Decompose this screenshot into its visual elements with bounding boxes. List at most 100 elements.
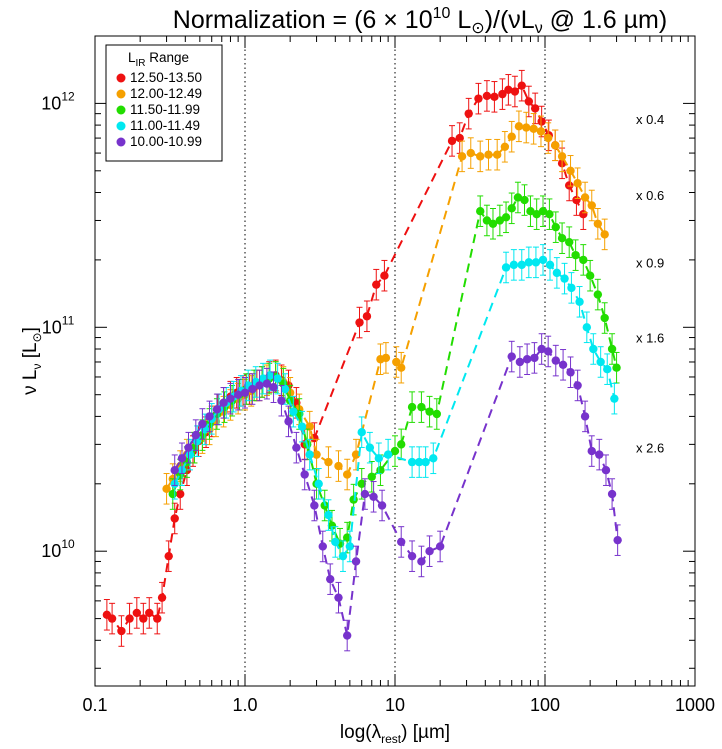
data-point [538, 255, 548, 265]
x-tick-label: 10 [385, 695, 405, 715]
data-point [457, 152, 467, 161]
legend-items: 12.50-13.5012.00-12.4911.50-11.9911.00-1… [116, 70, 202, 149]
title-part-pre: Normalization = (6 × 10 [173, 6, 433, 34]
x-tick-label: 1000 [675, 695, 715, 715]
data-point [365, 443, 375, 452]
legend-label: 11.50-11.99 [130, 102, 200, 117]
data-point [262, 379, 272, 388]
y-tick-label: 1010 [41, 537, 75, 561]
data-point [552, 268, 562, 278]
data-point [170, 466, 179, 475]
data-point [324, 457, 333, 467]
data-point [162, 484, 171, 493]
data-point [607, 344, 617, 354]
data-point [383, 450, 393, 459]
title-part-nu: ν [535, 20, 543, 37]
title-part-exp: 10 [433, 5, 451, 22]
legend-marker [116, 73, 126, 83]
series-line [165, 125, 606, 490]
data-point [107, 614, 117, 623]
data-point [184, 443, 193, 452]
data-point [482, 91, 492, 101]
data-point [585, 271, 595, 280]
data-point [334, 593, 343, 602]
data-point [297, 422, 307, 431]
ylabel-pre: ν L [20, 370, 41, 395]
data-point [572, 195, 581, 205]
data-point [589, 344, 598, 354]
data-point [524, 258, 534, 267]
data-point [507, 352, 516, 361]
data-point [139, 614, 148, 623]
data-point [305, 450, 314, 459]
data-point [500, 142, 510, 151]
data-point [575, 297, 584, 306]
data-point [580, 193, 590, 202]
data-point [168, 489, 177, 499]
data-point [338, 551, 348, 561]
legend: LIR Range 12.50-13.5012.00-12.4911.50-11… [105, 44, 223, 162]
data-point [377, 501, 387, 510]
data-point [355, 318, 364, 327]
data-point [429, 454, 438, 463]
legend-label: 12.00-12.49 [130, 86, 202, 101]
multiplier-label: x 0.9 [636, 255, 664, 270]
data-point [233, 390, 243, 399]
data-point [397, 537, 406, 547]
data-point [415, 457, 424, 467]
data-point [566, 368, 575, 377]
x-axis-label: log(λrest) [µm] [340, 722, 450, 746]
data-point [357, 479, 366, 488]
y-tick-exponent: 12 [61, 89, 75, 103]
data-point [565, 237, 574, 247]
data-point [374, 454, 384, 463]
data-point [498, 89, 507, 99]
data-point [476, 152, 485, 161]
data-point [300, 470, 309, 479]
data-point [522, 355, 532, 364]
x-tick-label: 100 [530, 695, 560, 715]
data-point [565, 181, 574, 190]
data-point [357, 428, 366, 437]
data-point [318, 542, 327, 551]
data-point [524, 97, 534, 106]
data-point [607, 489, 617, 499]
ylabel-post: ] [20, 327, 41, 332]
legend-marker [116, 137, 126, 147]
xlabel-post: ) [µm] [401, 722, 450, 743]
data-point [397, 363, 406, 372]
legend-marker [116, 121, 126, 131]
y-axis-label: ν Lν [L⊙] [20, 327, 44, 395]
data-point [571, 250, 580, 260]
data-point [532, 209, 541, 219]
xlabel-pre: log(λ [340, 722, 382, 743]
data-point [543, 133, 553, 143]
data-point [537, 117, 546, 126]
data-point [326, 574, 335, 584]
data-point [342, 631, 352, 640]
legend-title-rest: Range [146, 50, 190, 65]
legend-label: 10.00-10.99 [130, 134, 202, 149]
data-point [312, 450, 321, 459]
data-point [530, 353, 539, 363]
data-point [492, 150, 502, 159]
data-point [432, 409, 442, 419]
data-point [351, 557, 361, 566]
data-point [587, 201, 596, 210]
data-point [417, 557, 426, 566]
data-point [601, 466, 611, 475]
series-line [173, 258, 616, 559]
data-point [484, 150, 493, 159]
data-point [501, 263, 511, 272]
data-point [331, 537, 340, 547]
data-point [567, 283, 576, 293]
data-point [531, 258, 541, 267]
plot-area [102, 69, 622, 652]
data-point [504, 85, 513, 95]
data-point [351, 450, 361, 459]
data-point [349, 495, 358, 504]
data-point [367, 472, 376, 481]
data-point [248, 384, 257, 394]
data-point [612, 363, 621, 372]
